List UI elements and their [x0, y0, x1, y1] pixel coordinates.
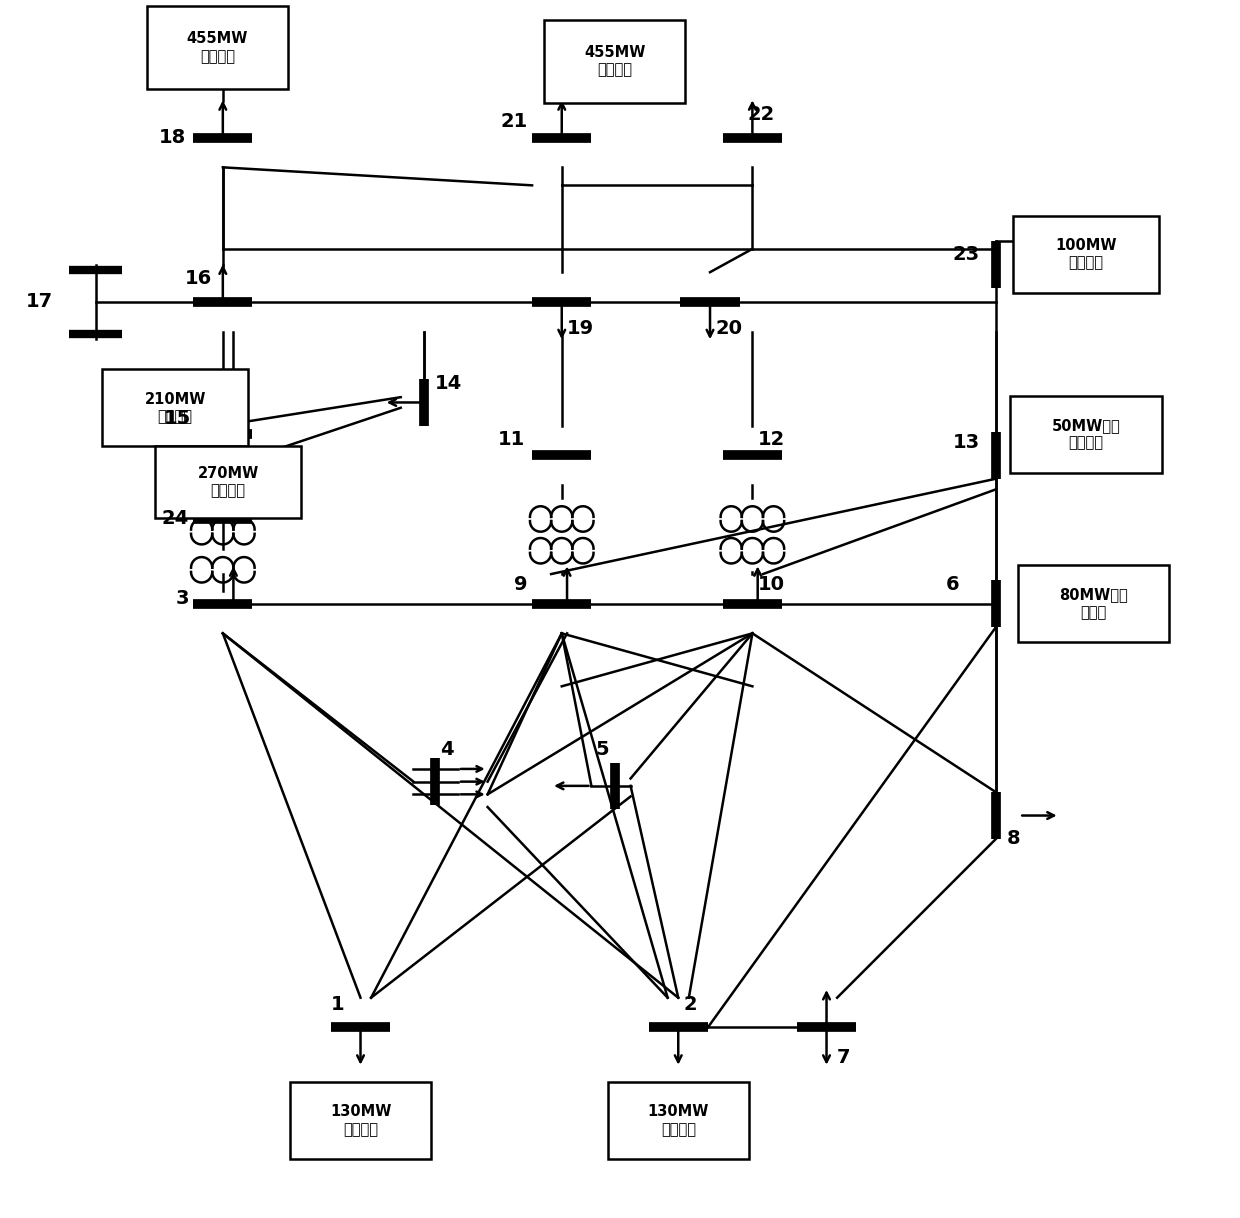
Text: 15: 15 [164, 409, 191, 428]
FancyBboxPatch shape [544, 21, 686, 102]
Text: 270MW
风电机组: 270MW 风电机组 [197, 465, 259, 498]
Text: 8: 8 [1007, 829, 1021, 848]
Text: 16: 16 [185, 269, 212, 287]
Text: 13: 13 [954, 434, 980, 452]
Text: 20: 20 [715, 319, 743, 337]
Text: 18: 18 [159, 128, 186, 147]
Text: 1: 1 [331, 995, 345, 1013]
Text: 9: 9 [515, 575, 528, 594]
Text: 455MW
火电机组: 455MW 火电机组 [584, 45, 645, 78]
Text: 12: 12 [758, 430, 785, 449]
Text: 11: 11 [497, 430, 525, 449]
Text: 21: 21 [501, 112, 528, 132]
FancyBboxPatch shape [1018, 565, 1169, 642]
FancyBboxPatch shape [1011, 396, 1162, 473]
FancyBboxPatch shape [608, 1082, 749, 1160]
Text: 80MW蓄热
电锅炉: 80MW蓄热 电锅炉 [1059, 587, 1128, 620]
Text: 23: 23 [954, 245, 980, 263]
Text: 130MW
火电机组: 130MW 火电机组 [647, 1105, 709, 1136]
Text: 455MW
火电机组: 455MW 火电机组 [187, 32, 248, 63]
Text: 10: 10 [758, 575, 785, 594]
FancyBboxPatch shape [290, 1082, 432, 1160]
FancyBboxPatch shape [148, 6, 288, 89]
Text: 24: 24 [161, 509, 188, 529]
Text: 3: 3 [175, 590, 188, 608]
Text: 2: 2 [683, 995, 697, 1013]
Text: 4: 4 [440, 741, 454, 759]
Text: 50MW光伏
发电机组: 50MW光伏 发电机组 [1052, 418, 1121, 451]
Text: 22: 22 [746, 105, 774, 124]
Text: 17: 17 [26, 292, 53, 312]
Text: 6: 6 [945, 575, 959, 594]
FancyBboxPatch shape [102, 369, 248, 447]
Text: 130MW
火电机组: 130MW 火电机组 [330, 1105, 391, 1136]
Text: 19: 19 [567, 319, 594, 337]
Text: 210MW
风电机组: 210MW 风电机组 [145, 391, 206, 424]
Text: 5: 5 [595, 741, 609, 759]
Text: 7: 7 [837, 1047, 851, 1067]
Text: 100MW
水电机组: 100MW 水电机组 [1055, 238, 1117, 270]
FancyBboxPatch shape [1013, 216, 1159, 292]
FancyBboxPatch shape [155, 446, 301, 518]
Text: 14: 14 [435, 374, 463, 393]
